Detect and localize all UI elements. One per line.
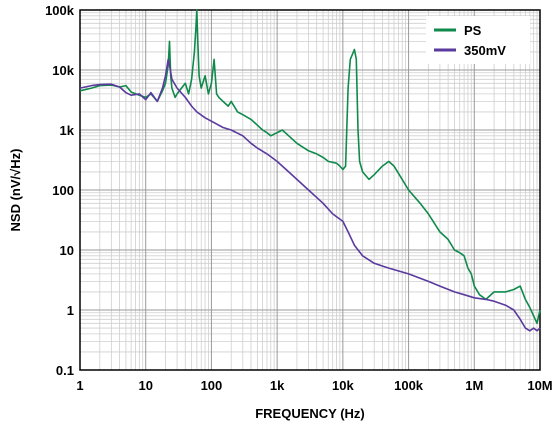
- series-line-350mv: [79, 58, 541, 332]
- x-tick-label: 100: [201, 378, 223, 393]
- y-axis-label: NSD (nV/√Hz): [8, 149, 23, 232]
- x-tick-labels: 1 10 100 1k 10k 100k 1M 10M: [76, 378, 552, 393]
- y-tick-label: 10k: [52, 63, 74, 78]
- legend-label-ps: PS: [464, 23, 482, 38]
- x-tick-label: 10k: [332, 378, 354, 393]
- legend-label-350mv: 350mV: [464, 43, 506, 58]
- series-layer: [79, 9, 541, 332]
- x-tick-label: 10: [138, 378, 152, 393]
- x-axis-label: FREQUENCY (Hz): [255, 406, 365, 421]
- y-tick-label: 100: [52, 183, 74, 198]
- y-tick-label: 1k: [60, 123, 75, 138]
- y-tick-label: 10: [60, 243, 74, 258]
- y-tick-label: 0.1: [56, 363, 74, 378]
- legend: PS 350mV: [426, 16, 530, 64]
- x-tick-label: 100k: [394, 378, 424, 393]
- plot-frame: [79, 9, 541, 371]
- y-tick-label: 100k: [45, 3, 75, 18]
- y-tick-labels: 0.1 1 10 100 1k 10k 100k: [45, 3, 75, 378]
- x-tick-label: 10M: [527, 378, 552, 393]
- y-tick-label: 1: [67, 303, 74, 318]
- x-tick-label: 1: [76, 378, 83, 393]
- x-tick-label: 1k: [270, 378, 285, 393]
- legend-box: [426, 16, 530, 64]
- x-tick-label: 1M: [465, 378, 483, 393]
